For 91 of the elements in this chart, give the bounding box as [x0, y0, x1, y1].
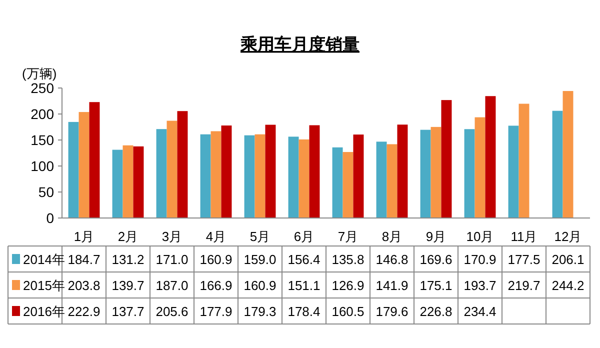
y-tick-label: 150	[30, 132, 54, 148]
bar	[552, 110, 563, 218]
data-label: 179.3	[244, 304, 276, 319]
data-label: 234.4	[464, 304, 496, 319]
data-label: 169.6	[420, 252, 452, 267]
x-tick-label: 8月	[382, 229, 402, 244]
bar	[221, 125, 232, 218]
x-tick-label: 1月	[74, 229, 94, 244]
x-tick-label: 9月	[426, 229, 446, 244]
x-tick-label: 12月	[554, 229, 582, 244]
data-label: 187.0	[156, 278, 188, 293]
bar	[200, 134, 211, 218]
bar	[265, 124, 276, 218]
data-label: 131.2	[112, 252, 144, 267]
data-label: 179.6	[376, 304, 408, 319]
bar	[244, 135, 255, 218]
data-label: 160.9	[200, 252, 232, 267]
data-label: 146.8	[376, 252, 408, 267]
bar	[420, 130, 431, 218]
data-label: 226.8	[420, 304, 452, 319]
x-tick-label: 2月	[118, 229, 138, 244]
bar	[376, 142, 387, 218]
data-label: 184.7	[68, 252, 100, 267]
bar	[518, 104, 530, 218]
y-tick-label: 50	[38, 184, 54, 200]
bar	[210, 131, 222, 218]
bar	[133, 146, 144, 218]
bar	[430, 126, 442, 218]
bar	[332, 147, 343, 218]
bar	[298, 139, 310, 218]
bar	[78, 112, 90, 218]
data-label: 205.6	[156, 304, 188, 319]
data-label: 166.9	[200, 278, 232, 293]
bar	[309, 125, 320, 218]
x-tick-label: 10月	[466, 229, 494, 244]
bar	[464, 129, 475, 218]
x-tick-label: 11月	[510, 229, 538, 244]
data-label: 160.9	[244, 278, 276, 293]
x-tick-label: 6月	[294, 229, 314, 244]
data-label: 178.4	[288, 304, 320, 319]
data-label: 171.0	[156, 252, 188, 267]
bar	[474, 117, 486, 218]
data-label: 141.9	[376, 278, 408, 293]
bar	[353, 134, 364, 218]
x-tick-label: 5月	[250, 229, 270, 244]
y-tick-label: 0	[46, 210, 54, 226]
data-label: 159.0	[244, 252, 276, 267]
data-label: 135.8	[332, 252, 364, 267]
bar	[122, 145, 134, 218]
data-label: 175.1	[420, 278, 452, 293]
bar	[68, 122, 79, 218]
y-tick-label: 250	[30, 80, 54, 96]
data-label: 160.5	[332, 304, 364, 319]
data-label: 222.9	[68, 304, 100, 319]
bar	[397, 124, 408, 218]
y-tick-label: 100	[30, 158, 54, 174]
bar	[177, 111, 188, 218]
bar	[562, 91, 574, 218]
data-label: 137.7	[112, 304, 144, 319]
data-label: 193.7	[464, 278, 496, 293]
data-label: 177.5	[508, 252, 540, 267]
data-label: 126.9	[332, 278, 364, 293]
bar	[386, 144, 398, 218]
data-label: 206.1	[552, 252, 584, 267]
data-label: 151.1	[288, 278, 320, 293]
bar	[166, 120, 178, 218]
bar	[112, 150, 123, 218]
bar	[441, 100, 452, 218]
bar	[254, 134, 266, 218]
legend-label: 2014年	[23, 252, 65, 267]
data-label: 244.2	[552, 278, 584, 293]
y-axis-title: (万辆)	[22, 66, 57, 81]
legend-label: 2015年	[23, 278, 65, 293]
data-label: 156.4	[288, 252, 320, 267]
bar	[485, 96, 496, 218]
chart-title: 乘用车月度销量	[240, 35, 360, 54]
bar	[288, 136, 299, 218]
x-tick-label: 4月	[206, 229, 226, 244]
data-label: 177.9	[200, 304, 232, 319]
x-tick-label: 3月	[162, 229, 182, 244]
data-label: 170.9	[464, 252, 496, 267]
bar	[89, 102, 100, 218]
data-label: 219.7	[508, 278, 540, 293]
data-label: 139.7	[112, 278, 144, 293]
y-tick-label: 200	[30, 106, 54, 122]
bar	[342, 152, 354, 218]
bar	[508, 126, 519, 218]
bar	[156, 129, 167, 218]
data-label: 203.8	[68, 278, 100, 293]
x-tick-label: 7月	[338, 229, 358, 244]
legend-label: 2016年	[23, 304, 65, 319]
